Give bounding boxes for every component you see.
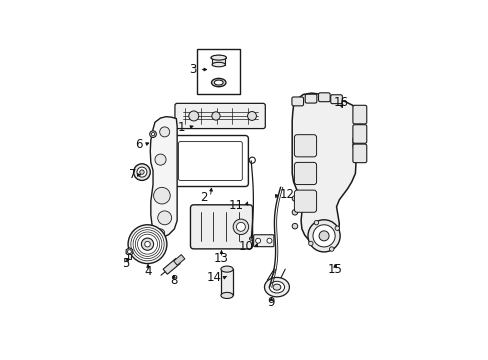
Circle shape xyxy=(140,170,144,174)
Circle shape xyxy=(137,234,157,254)
Text: 11: 11 xyxy=(228,199,243,212)
Circle shape xyxy=(266,238,271,243)
Text: 8: 8 xyxy=(170,274,178,287)
Circle shape xyxy=(249,237,252,240)
Circle shape xyxy=(307,220,340,252)
Text: 10: 10 xyxy=(238,240,253,253)
Circle shape xyxy=(133,164,150,180)
Ellipse shape xyxy=(211,78,225,87)
Circle shape xyxy=(255,238,260,243)
FancyBboxPatch shape xyxy=(352,125,366,143)
Circle shape xyxy=(141,238,153,250)
Circle shape xyxy=(144,242,150,247)
FancyBboxPatch shape xyxy=(178,141,242,180)
Ellipse shape xyxy=(221,266,233,272)
Circle shape xyxy=(236,222,245,231)
Circle shape xyxy=(233,219,248,235)
Circle shape xyxy=(334,226,339,230)
Circle shape xyxy=(312,225,334,247)
Text: 16: 16 xyxy=(332,96,347,109)
Circle shape xyxy=(128,225,166,264)
Text: 2: 2 xyxy=(200,190,207,203)
FancyBboxPatch shape xyxy=(294,162,316,185)
Circle shape xyxy=(188,111,198,121)
Circle shape xyxy=(319,231,328,241)
Polygon shape xyxy=(173,255,184,265)
FancyBboxPatch shape xyxy=(352,105,366,124)
Circle shape xyxy=(292,223,297,229)
Text: 6: 6 xyxy=(135,138,142,151)
Text: 1: 1 xyxy=(178,121,185,134)
Circle shape xyxy=(211,112,220,120)
Circle shape xyxy=(149,131,156,138)
Circle shape xyxy=(135,232,160,256)
Circle shape xyxy=(314,220,318,225)
FancyBboxPatch shape xyxy=(330,95,342,104)
Circle shape xyxy=(133,230,162,258)
Ellipse shape xyxy=(211,55,226,60)
Circle shape xyxy=(156,229,164,237)
Text: 15: 15 xyxy=(327,262,342,276)
FancyBboxPatch shape xyxy=(352,144,366,163)
FancyBboxPatch shape xyxy=(190,205,252,249)
Polygon shape xyxy=(163,258,180,274)
Circle shape xyxy=(329,247,333,251)
Bar xyxy=(221,269,233,296)
Ellipse shape xyxy=(212,62,225,67)
Circle shape xyxy=(247,112,256,120)
Circle shape xyxy=(308,241,312,246)
Ellipse shape xyxy=(264,278,289,297)
Polygon shape xyxy=(126,248,133,256)
Text: 13: 13 xyxy=(214,252,228,265)
Circle shape xyxy=(131,228,164,261)
Ellipse shape xyxy=(211,55,226,60)
Circle shape xyxy=(127,250,131,253)
Bar xyxy=(212,58,225,64)
Circle shape xyxy=(151,132,154,136)
FancyBboxPatch shape xyxy=(291,97,303,106)
FancyBboxPatch shape xyxy=(318,93,329,102)
Ellipse shape xyxy=(272,284,280,290)
Circle shape xyxy=(160,127,169,137)
Text: 14: 14 xyxy=(206,271,221,284)
Text: 4: 4 xyxy=(144,265,151,278)
Ellipse shape xyxy=(221,292,233,298)
FancyBboxPatch shape xyxy=(294,135,316,157)
Bar xyxy=(128,253,131,258)
Text: 5: 5 xyxy=(122,257,129,270)
Circle shape xyxy=(158,211,171,225)
Bar xyxy=(196,49,239,94)
Polygon shape xyxy=(292,93,361,245)
FancyBboxPatch shape xyxy=(253,235,273,247)
Circle shape xyxy=(137,167,146,177)
Text: 7: 7 xyxy=(129,168,137,181)
FancyBboxPatch shape xyxy=(294,190,316,212)
Circle shape xyxy=(153,187,170,204)
Ellipse shape xyxy=(269,281,284,293)
FancyBboxPatch shape xyxy=(172,135,248,186)
FancyBboxPatch shape xyxy=(305,94,316,103)
Ellipse shape xyxy=(214,80,223,85)
Circle shape xyxy=(292,196,297,201)
FancyBboxPatch shape xyxy=(175,103,265,129)
Circle shape xyxy=(267,283,273,289)
Polygon shape xyxy=(150,117,177,237)
Text: 12: 12 xyxy=(279,188,294,201)
Circle shape xyxy=(292,210,297,215)
Text: 3: 3 xyxy=(189,63,196,76)
Circle shape xyxy=(249,157,255,163)
Text: 9: 9 xyxy=(267,296,275,309)
Circle shape xyxy=(155,154,166,165)
